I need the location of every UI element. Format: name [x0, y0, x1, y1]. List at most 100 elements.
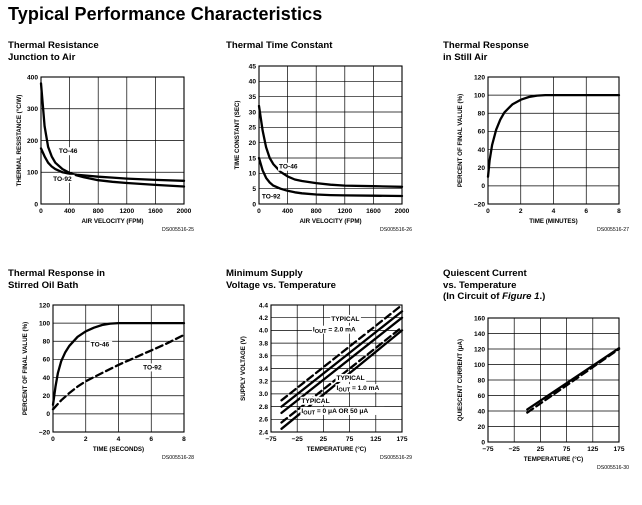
x-tick-label: 1600 — [148, 208, 163, 215]
series-line — [51, 333, 186, 411]
chart-title-line-3: (In Circuit of Figure 1.) — [443, 291, 545, 302]
chart-title-suffix: .) — [539, 291, 546, 302]
x-tick-label: 8 — [617, 208, 621, 215]
y-axis-label: QUIESCENT CURRENT (μA) — [457, 339, 464, 421]
label-background — [57, 147, 81, 156]
x-tick-label: −75 — [265, 436, 277, 443]
y-tick-label: 3.0 — [259, 391, 268, 398]
chart-title: Thermal Resistance Junction to Air — [8, 40, 99, 63]
chart-thermal-time-constant: 0 400 800 1200 1600 2000 0 5 10 15 20 25 30 35 40 45 AIR… — [234, 63, 412, 233]
chart-title-line-1: Quiescent Current — [443, 268, 527, 279]
chart-title-figure-ref: Figure 1 — [502, 291, 540, 302]
y-tick-label: 2.8 — [259, 404, 268, 411]
y-tick-label: 80 — [478, 377, 486, 384]
figure-code: DS005516-26 — [380, 227, 412, 233]
x-tick-label: 25 — [320, 436, 328, 443]
label-background — [311, 325, 368, 334]
figure-code: DS005516-29 — [380, 455, 412, 461]
plot-frame — [52, 304, 185, 433]
chart-title-line-1: Thermal Response in — [8, 268, 106, 279]
label-background — [335, 384, 391, 393]
page-title: Typical Performance Characteristics — [8, 4, 323, 24]
series-label: TYPICAL — [301, 398, 329, 405]
chart-quiescent-current: −75 −25 25 75 125 175 0 20 40 60 80 100 120 140 160 TEM… — [457, 315, 629, 471]
y-tick-label: 40 — [478, 147, 486, 154]
y-tick-label: 120 — [474, 74, 485, 81]
y-tick-label: 120 — [474, 346, 485, 353]
x-tick-label: 400 — [282, 208, 293, 215]
x-tick-label: 800 — [311, 208, 322, 215]
chart-title-line-2: in Still Air — [443, 51, 488, 63]
label-background — [52, 174, 75, 183]
y-tick-label: 60 — [43, 357, 51, 364]
chart-thermal-resistance: 0 400 800 1200 1600 2000 0 100 200 300 400 AIR VELO… — [16, 74, 194, 233]
series-label: TO-92 — [53, 176, 72, 183]
y-tick-label: 100 — [39, 320, 50, 327]
chart-title: Thermal Response in Still Air — [443, 40, 529, 63]
chart-title-line-2: Junction to Air — [8, 51, 76, 63]
series-line — [280, 310, 404, 408]
chart-title-line-1: Thermal Resistance — [8, 40, 99, 51]
x-tick-label: 125 — [370, 436, 381, 443]
y-tick-label: 0 — [34, 201, 38, 208]
x-tick-label: 75 — [346, 436, 354, 443]
figure-code: DS005516-28 — [162, 455, 194, 461]
series-line — [257, 104, 404, 188]
chart-title-line-2: Voltage vs. Temperature — [226, 279, 337, 291]
figure-code: DS005516-25 — [162, 227, 194, 233]
y-tick-label: 0 — [481, 183, 485, 190]
series-line — [39, 147, 186, 182]
y-axis-label: THERMAL RESISTANCE (°C/W) — [16, 95, 23, 187]
y-tick-label: 4.0 — [259, 328, 268, 335]
x-axis-label: TIME (MINUTES) — [529, 218, 577, 225]
y-tick-label: −20 — [474, 201, 486, 208]
x-tick-label: 125 — [587, 446, 598, 453]
chart-title: Thermal Response in Stirred Oil Bath — [8, 268, 105, 291]
series-label: TO-46 — [279, 164, 298, 171]
y-tick-label: 20 — [478, 424, 486, 431]
y-tick-label: 0 — [46, 411, 50, 418]
x-tick-label: 8 — [182, 436, 186, 443]
y-tick-label: 20 — [249, 140, 257, 147]
label-background — [260, 192, 284, 201]
y-tick-label: 40 — [478, 408, 486, 415]
x-axis-label: TIME (SECONDS) — [93, 446, 144, 453]
y-tick-label: 40 — [43, 375, 51, 382]
y-tick-label: 120 — [39, 302, 50, 309]
label-background — [89, 340, 113, 349]
label-background — [142, 363, 165, 372]
series-label: TO-46 — [59, 148, 78, 155]
y-tick-label: 0 — [481, 439, 485, 446]
series-line — [257, 156, 404, 198]
x-axis-label: TEMPERATURE (°C) — [307, 446, 366, 453]
y-tick-label: 3.6 — [259, 353, 268, 360]
y-tick-label: 30 — [249, 109, 257, 116]
y-tick-label: 2.6 — [259, 417, 268, 424]
series-label: TO-92 — [262, 193, 281, 200]
x-axis-label: AIR VELOCITY (FPM) — [299, 218, 361, 225]
series-label: IOUT = 0 μA OR 50 μA — [301, 408, 368, 417]
series-label: TYPICAL — [331, 316, 359, 323]
series-label: TYPICAL — [337, 375, 365, 382]
chart-panel-still-air-response: Thermal Response in Still Air 0 2 4 6 8 −20 0 20… — [443, 40, 642, 265]
series-line — [526, 347, 621, 411]
x-tick-label: −75 — [482, 446, 494, 453]
y-tick-label: 200 — [27, 138, 38, 145]
y-tick-label: 4.2 — [259, 315, 268, 322]
figure-code: DS005516-27 — [597, 227, 629, 233]
series-label: IOUT = 2.0 mA — [313, 327, 356, 336]
y-tick-label: 25 — [249, 125, 257, 132]
x-tick-label: −25 — [509, 446, 521, 453]
y-axis-label: SUPPLY VOLTAGE (V) — [240, 336, 247, 401]
x-tick-label: 175 — [613, 446, 624, 453]
chart-panel-oil-bath-response: Thermal Response in Stirred Oil Bath 0 2 4 6… — [8, 268, 218, 493]
label-background — [300, 406, 385, 415]
y-tick-label: 160 — [474, 315, 485, 322]
x-tick-label: 2000 — [177, 208, 192, 215]
y-tick-label: 300 — [27, 106, 38, 113]
y-tick-label: 45 — [249, 63, 257, 70]
x-tick-label: 800 — [93, 208, 104, 215]
y-tick-label: 80 — [43, 339, 51, 346]
series-line — [51, 321, 186, 406]
label-background — [278, 162, 301, 171]
